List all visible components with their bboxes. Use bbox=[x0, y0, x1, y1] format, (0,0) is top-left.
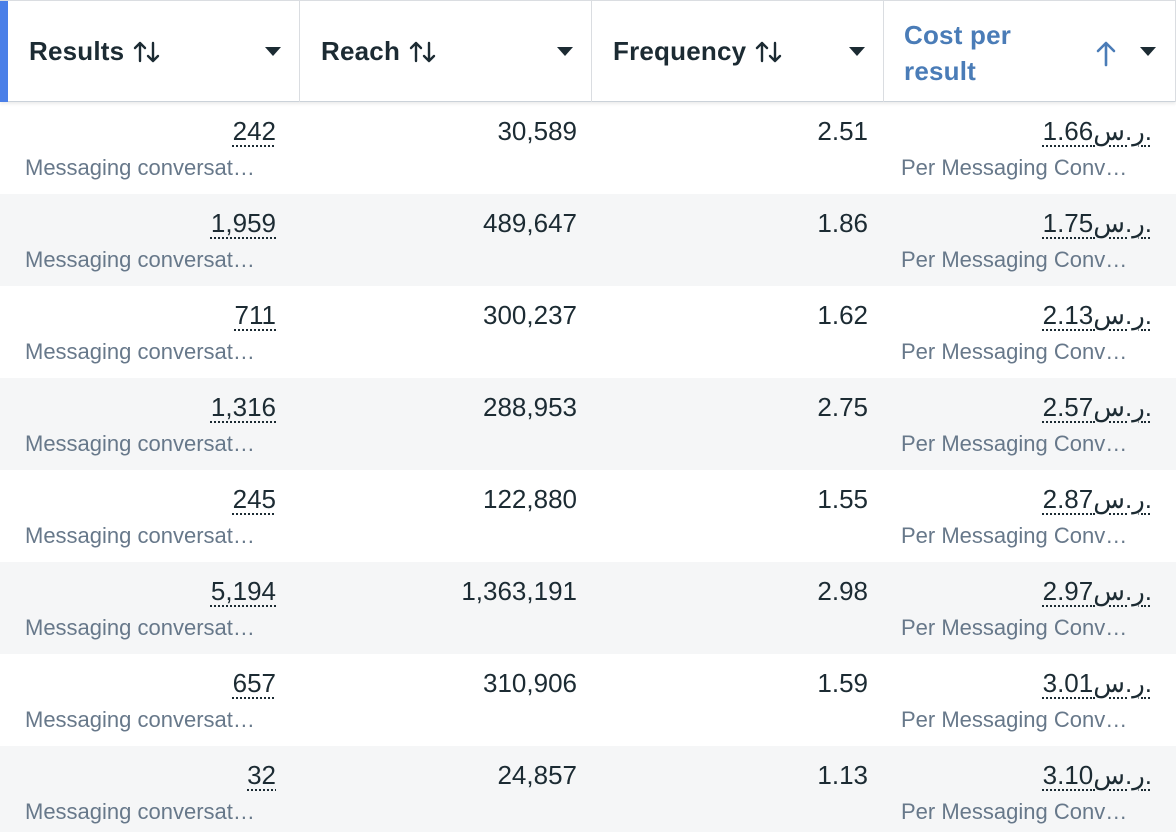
table-row[interactable]: 5,194 Messaging conversat… 1,363,191 2.9… bbox=[0, 562, 1176, 654]
sort-up-down-icon[interactable] bbox=[754, 39, 784, 65]
caret-down-icon[interactable] bbox=[265, 47, 281, 56]
result-type-label: Messaging conversat… bbox=[25, 523, 255, 548]
cost-type-label: Per Messaging Conv… bbox=[901, 247, 1128, 272]
column-header-label: Results bbox=[29, 36, 125, 66]
frequency-value: 2.75 bbox=[817, 392, 868, 422]
table-row[interactable]: 245 Messaging conversat… 122,880 1.55 2.… bbox=[0, 470, 1176, 562]
results-value[interactable]: 32 bbox=[247, 760, 276, 790]
caret-down-icon[interactable] bbox=[1140, 47, 1156, 56]
result-type-label: Messaging conversat… bbox=[25, 615, 255, 640]
column-header-cost-per-result[interactable]: Cost per result bbox=[884, 1, 1176, 102]
results-value[interactable]: 5,194 bbox=[210, 576, 276, 606]
frequency-value: 1.86 bbox=[817, 208, 868, 238]
frequency-value: 2.98 bbox=[817, 576, 868, 606]
caret-down-icon[interactable] bbox=[557, 47, 573, 56]
result-type-label: Messaging conversat… bbox=[25, 431, 255, 456]
results-value[interactable]: 1,959 bbox=[210, 208, 276, 238]
column-header-label: Cost per result bbox=[904, 20, 1012, 86]
sort-up-down-icon[interactable] bbox=[132, 39, 162, 65]
frequency-value: 1.62 bbox=[817, 300, 868, 330]
cost-type-label: Per Messaging Conv… bbox=[901, 615, 1128, 640]
table-row[interactable]: 711 Messaging conversat… 300,237 1.62 2.… bbox=[0, 286, 1176, 378]
cost-type-label: Per Messaging Conv… bbox=[901, 155, 1128, 180]
column-header-label: Reach bbox=[321, 36, 401, 66]
frequency-value: 1.13 bbox=[817, 760, 868, 790]
caret-down-icon[interactable] bbox=[849, 47, 865, 56]
reach-value: 1,363,191 bbox=[461, 576, 577, 606]
column-header-reach[interactable]: Reach bbox=[300, 1, 592, 102]
cost-type-label: Per Messaging Conv… bbox=[901, 707, 1128, 732]
cost-value[interactable]: 1.66ر.س. bbox=[1042, 116, 1152, 146]
result-type-label: Messaging conversat… bbox=[25, 247, 255, 272]
results-value[interactable]: 242 bbox=[232, 116, 276, 146]
reach-value: 30,589 bbox=[497, 116, 577, 146]
cost-value[interactable]: 3.01ر.س. bbox=[1042, 668, 1152, 698]
reach-value: 310,906 bbox=[483, 668, 577, 698]
frequency-value: 1.59 bbox=[817, 668, 868, 698]
cost-value[interactable]: 2.57ر.س. bbox=[1042, 392, 1152, 422]
cost-value[interactable]: 3.10ر.س. bbox=[1042, 760, 1152, 790]
sort-up-down-icon[interactable] bbox=[408, 39, 438, 65]
table-row[interactable]: 32 Messaging conversat… 24,857 1.13 3.10… bbox=[0, 746, 1176, 832]
results-value[interactable]: 657 bbox=[232, 668, 276, 698]
result-type-label: Messaging conversat… bbox=[25, 339, 255, 364]
table-row[interactable]: 242 Messaging conversat… 30,589 2.51 1.6… bbox=[0, 102, 1176, 194]
result-type-label: Messaging conversat… bbox=[25, 707, 255, 732]
results-value[interactable]: 1,316 bbox=[210, 392, 276, 422]
reach-value: 24,857 bbox=[497, 760, 577, 790]
frequency-value: 2.51 bbox=[817, 116, 868, 146]
cost-value[interactable]: 2.97ر.س. bbox=[1042, 576, 1152, 606]
table-header: Results Reach bbox=[0, 0, 1176, 102]
cost-value[interactable]: 2.87ر.س. bbox=[1042, 484, 1152, 514]
results-value[interactable]: 711 bbox=[234, 300, 276, 330]
cost-type-label: Per Messaging Conv… bbox=[901, 431, 1128, 456]
reach-value: 288,953 bbox=[483, 392, 577, 422]
reach-value: 489,647 bbox=[483, 208, 577, 238]
cost-type-label: Per Messaging Conv… bbox=[901, 339, 1128, 364]
selected-column-indicator bbox=[0, 1, 8, 102]
column-header-results[interactable]: Results bbox=[8, 1, 300, 102]
table-row[interactable]: 1,316 Messaging conversat… 288,953 2.75 … bbox=[0, 378, 1176, 470]
frequency-value: 1.55 bbox=[817, 484, 868, 514]
cost-type-label: Per Messaging Conv… bbox=[901, 523, 1128, 548]
reach-value: 300,237 bbox=[483, 300, 577, 330]
arrow-up-icon[interactable] bbox=[1093, 39, 1119, 72]
table-body: 242 Messaging conversat… 30,589 2.51 1.6… bbox=[0, 102, 1176, 832]
column-header-label: Frequency bbox=[613, 36, 747, 66]
results-value[interactable]: 245 bbox=[232, 484, 276, 514]
cost-value[interactable]: 1.75ر.س. bbox=[1042, 208, 1152, 238]
table-row[interactable]: 1,959 Messaging conversat… 489,647 1.86 … bbox=[0, 194, 1176, 286]
column-header-frequency[interactable]: Frequency bbox=[592, 1, 884, 102]
reach-value: 122,880 bbox=[483, 484, 577, 514]
cost-type-label: Per Messaging Conv… bbox=[901, 799, 1128, 824]
cost-value[interactable]: 2.13ر.س. bbox=[1042, 300, 1152, 330]
result-type-label: Messaging conversat… bbox=[25, 155, 255, 180]
result-type-label: Messaging conversat… bbox=[25, 799, 255, 824]
table-row[interactable]: 657 Messaging conversat… 310,906 1.59 3.… bbox=[0, 654, 1176, 746]
